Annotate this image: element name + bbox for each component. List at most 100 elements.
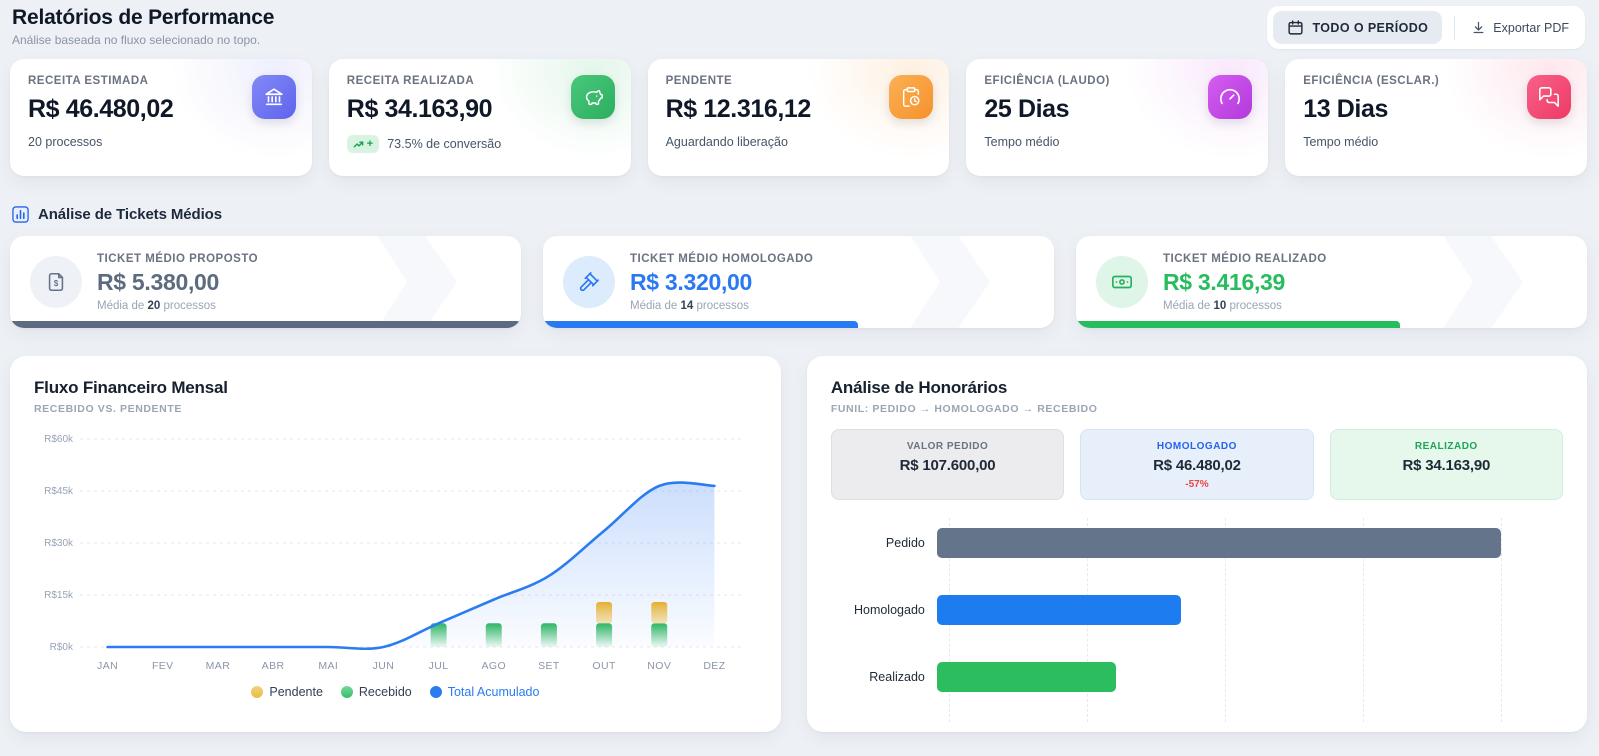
ticket-value: R$ 3.320,00 bbox=[630, 268, 753, 295]
fees-bar-row-homologado: Homologado bbox=[831, 593, 1563, 627]
bar-chart-icon bbox=[12, 206, 29, 223]
kpi-card-receita-realizada: RECEITA REALIZADA R$ 34.163,90 + 73.5% d… bbox=[328, 59, 631, 176]
ticket-info: TICKET MÉDIO REALIZADO R$ 3.416,39 Média… bbox=[1163, 253, 1327, 312]
ticket-card-homologado: TICKET MÉDIO HOMOLOGADO R$ 3.320,00 Médi… bbox=[543, 236, 1054, 328]
sub-suffix: processos bbox=[163, 299, 216, 312]
header-actions: TODO O PERÍODO Exportar PDF bbox=[1267, 6, 1585, 49]
flow-chart-title: Fluxo Financeiro Mensal bbox=[34, 378, 228, 397]
banknote-icon bbox=[1096, 256, 1148, 308]
funnel-box-value: R$ 107.600,00 bbox=[899, 457, 996, 474]
download-icon bbox=[1471, 20, 1486, 35]
legend-label: Recebido bbox=[358, 685, 412, 699]
legend-item-total-acumulado[interactable]: Total Acumulado bbox=[429, 685, 540, 699]
kpi-subtext: Tempo médio bbox=[1303, 135, 1379, 149]
chat-bubbles-icon bbox=[1526, 75, 1571, 119]
funnel-box-realizado: REALIZADO R$ 34.163,90 bbox=[1329, 429, 1563, 500]
svg-text:DEZ: DEZ bbox=[703, 660, 725, 672]
kpi-cards-row: RECEITA ESTIMADA R$ 46.480,02 20 process… bbox=[10, 59, 1587, 176]
fees-bar-row-realizado: Realizado bbox=[831, 660, 1563, 694]
kpi-label: RECEITA ESTIMADA bbox=[28, 75, 149, 87]
funnel-box-label: REALIZADO bbox=[1414, 441, 1478, 452]
tickets-section-title: Análise de Tickets Médios bbox=[38, 206, 222, 223]
page-title: Relatórios de Performance bbox=[12, 6, 275, 29]
tickets-section-header: Análise de Tickets Médios bbox=[12, 206, 1585, 223]
funnel-box-valor-pedido: VALOR PEDIDO R$ 107.600,00 bbox=[830, 429, 1065, 500]
piggy-bank-icon bbox=[570, 75, 615, 119]
process-count: 10 bbox=[1213, 299, 1227, 312]
legend-item-recebido[interactable]: Recebido bbox=[340, 685, 412, 699]
flow-line-chart: R$0k R$15k R$30k R$45k R$60k JAN FEV MAR ABR MAI J… bbox=[44, 434, 742, 672]
funnel-box-homologado: HOMOLOGADO R$ 46.480,02 -57% bbox=[1080, 429, 1314, 500]
page-titles: Relatórios de Performance Análise basead… bbox=[12, 6, 274, 47]
clipboard-clock-icon bbox=[889, 75, 934, 119]
sub-prefix: Média de bbox=[97, 299, 145, 312]
kpi-value: R$ 46.480,02 bbox=[28, 95, 174, 123]
ticket-subtext: Média de 20 processos bbox=[97, 300, 258, 312]
chevron-decoration bbox=[371, 236, 457, 328]
svg-text:FEV: FEV bbox=[152, 660, 174, 672]
legend-label: Pendente bbox=[269, 685, 323, 699]
funnel-box-label: HOMOLOGADO bbox=[1156, 441, 1237, 452]
funnel-box-label: VALOR PEDIDO bbox=[906, 441, 989, 452]
chevron-decoration bbox=[904, 236, 990, 328]
kpi-label: EFICIÊNCIA (ESCLAR.) bbox=[1303, 75, 1440, 87]
ticket-value: R$ 5.380,00 bbox=[97, 268, 220, 295]
page-subtitle: Análise baseada no fluxo selecionado no … bbox=[12, 33, 261, 47]
fees-bar-label: Realizado bbox=[869, 670, 925, 684]
legend-label: Total Acumulado bbox=[447, 685, 540, 699]
legend-dot bbox=[429, 686, 442, 698]
period-filter-button[interactable]: TODO O PERÍODO bbox=[1273, 11, 1443, 44]
sub-suffix: processos bbox=[696, 299, 749, 312]
chevron-decoration bbox=[1437, 236, 1523, 328]
ticket-label: TICKET MÉDIO REALIZADO bbox=[1163, 252, 1327, 265]
fees-bar-track bbox=[936, 662, 1501, 692]
sub-prefix: Média de bbox=[1163, 299, 1211, 312]
svg-text:R$15k: R$15k bbox=[44, 590, 74, 601]
funnel-box-value: R$ 34.163,90 bbox=[1402, 457, 1491, 474]
progress-bar bbox=[10, 321, 521, 328]
fees-chart-card: Análise de Honorários FUNIL: PEDIDO → HO… bbox=[806, 356, 1587, 732]
divider bbox=[1454, 15, 1456, 40]
kpi-card-eficiencia-esclarecimento: EFICIÊNCIA (ESCLAR.) 13 Dias Tempo médio bbox=[1285, 59, 1587, 176]
svg-text:JUN: JUN bbox=[373, 660, 395, 672]
ticket-value: R$ 3.416,39 bbox=[1163, 268, 1286, 295]
svg-text:ABR: ABR bbox=[262, 660, 285, 672]
legend-item-pendente[interactable]: Pendente bbox=[251, 685, 323, 699]
ticket-subtext: Média de 10 processos bbox=[1163, 300, 1327, 312]
trend-up-badge: + bbox=[346, 135, 380, 153]
fees-bar-row-pedido: Pedido bbox=[831, 526, 1563, 560]
ticket-label: TICKET MÉDIO HOMOLOGADO bbox=[630, 252, 814, 265]
export-pdf-button[interactable]: Exportar PDF bbox=[1467, 14, 1573, 41]
sub-suffix: processos bbox=[1229, 299, 1282, 312]
fees-bar bbox=[936, 528, 1501, 558]
bank-icon bbox=[251, 75, 296, 119]
funnel-stat-boxes: VALOR PEDIDO R$ 107.600,00 HOMOLOGADO R$… bbox=[830, 429, 1563, 500]
fees-bar-label: Pedido bbox=[885, 536, 925, 550]
kpi-subtext: Tempo médio bbox=[984, 135, 1060, 149]
calendar-icon bbox=[1287, 19, 1304, 36]
progress-bar bbox=[543, 321, 859, 328]
fees-bar-chart: Pedido Homologado Realizado bbox=[831, 518, 1563, 722]
fees-bar-label: Homologado bbox=[853, 603, 925, 617]
kpi-card-pendente: PENDENTE R$ 12.316,12 Aguardando liberaç… bbox=[647, 59, 950, 176]
export-pdf-label: Exportar PDF bbox=[1493, 20, 1569, 35]
funnel-box-value: R$ 46.480,02 bbox=[1153, 457, 1241, 474]
kpi-value: R$ 34.163,90 bbox=[346, 95, 493, 123]
kpi-value: 13 Dias bbox=[1303, 95, 1388, 123]
svg-text:SET: SET bbox=[538, 660, 560, 672]
kpi-value: 25 Dias bbox=[984, 95, 1070, 123]
kpi-label: EFICIÊNCIA (LAUDO) bbox=[984, 75, 1110, 87]
legend-dot bbox=[251, 686, 264, 698]
svg-text:JUL: JUL bbox=[429, 660, 449, 672]
fees-bar-track bbox=[936, 528, 1501, 558]
process-count: 20 bbox=[147, 299, 161, 312]
fees-bar bbox=[936, 595, 1181, 625]
flow-chart-card: Fluxo Financeiro Mensal RECEBIDO VS. PEN… bbox=[10, 356, 781, 732]
ticket-subtext: Média de 14 processos bbox=[630, 300, 813, 312]
kpi-card-eficiencia-laudo: EFICIÊNCIA (LAUDO) 25 Dias Tempo médio bbox=[966, 59, 1269, 176]
sub-prefix: Média de bbox=[630, 299, 678, 312]
fees-bar-track bbox=[936, 595, 1501, 625]
svg-text:R$60k: R$60k bbox=[44, 434, 74, 445]
ticket-info: TICKET MÉDIO PROPOSTO R$ 5.380,00 Média … bbox=[97, 253, 258, 312]
ticket-card-realizado: TICKET MÉDIO REALIZADO R$ 3.416,39 Média… bbox=[1076, 236, 1587, 328]
